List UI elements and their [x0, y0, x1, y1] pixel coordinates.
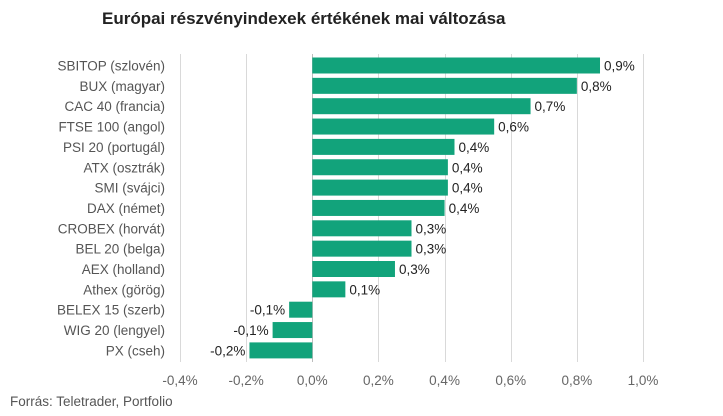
value-label: 0,4%	[458, 140, 489, 155]
bar	[312, 281, 346, 298]
x-tick-label: 0,4%	[429, 373, 460, 388]
value-label: 0,3%	[399, 262, 430, 277]
bar	[312, 179, 448, 196]
x-tick-label: -0,4%	[162, 373, 197, 388]
bar	[312, 159, 448, 176]
bar	[312, 77, 577, 94]
value-label: 0,7%	[535, 99, 566, 114]
category-labels: SBITOP (szlovén) BUX (magyar) CAC 40 (fran…	[57, 59, 165, 359]
bar	[249, 342, 313, 359]
bar	[289, 301, 313, 318]
category-label: SBITOP (szlovén)	[57, 59, 165, 74]
bar	[312, 240, 412, 257]
bar	[312, 199, 445, 216]
bar	[312, 138, 455, 155]
bar	[312, 57, 601, 74]
value-label: 0,3%	[416, 221, 447, 236]
x-tick-label: 0,2%	[363, 373, 394, 388]
value-label: 0,3%	[416, 242, 447, 257]
category-label: PX (cseh)	[106, 343, 165, 358]
bars	[249, 57, 601, 359]
category-label: CAC 40 (francia)	[64, 99, 165, 114]
source-note: Forrás: Teletrader, Portfolio	[10, 394, 173, 409]
x-tick-label: 0,6%	[495, 373, 526, 388]
bar	[312, 261, 395, 277]
chart-title: Európai részvényindexek értékének mai vá…	[102, 9, 506, 28]
category-label: BELEX 15 (szerb)	[57, 303, 165, 318]
value-label: 0,9%	[604, 59, 635, 74]
value-label: 0,4%	[452, 181, 483, 196]
category-label: ATX (osztrák)	[83, 160, 165, 175]
category-label: SMI (svájci)	[95, 181, 166, 196]
category-label: CROBEX (horvát)	[58, 221, 165, 236]
bar	[312, 118, 495, 135]
category-label: BUX (magyar)	[79, 79, 165, 94]
x-tick-label: -0,2%	[229, 373, 264, 388]
category-label: AEX (holland)	[82, 262, 165, 277]
value-label: 0,1%	[349, 282, 380, 297]
value-label: -0,2%	[210, 343, 245, 358]
value-label: -0,1%	[233, 323, 268, 338]
bar	[312, 220, 412, 237]
category-label: DAX (német)	[87, 201, 165, 216]
bar	[312, 98, 531, 115]
category-label: PSI 20 (portugál)	[63, 140, 165, 155]
category-label: WIG 20 (lengyel)	[64, 323, 165, 338]
x-tick-label: 0,0%	[297, 373, 328, 388]
category-label: FTSE 100 (angol)	[58, 120, 165, 135]
bar	[272, 322, 313, 339]
value-label: 0,6%	[498, 120, 529, 135]
x-axis-ticks: -0,4% -0,2% 0,0% 0,2% 0,4% 0,6% 0,8% 1,0%	[162, 373, 658, 388]
category-label: Athex (görög)	[83, 282, 165, 297]
value-label: 0,8%	[581, 79, 612, 94]
value-label: -0,1%	[250, 303, 285, 318]
value-labels: 0,9%0,8%0,7%0,6%0,4%0,4%0,4%0,4%0,3%0,3%…	[210, 59, 635, 359]
category-label: BEL 20 (belga)	[75, 242, 165, 257]
x-tick-label: 1,0%	[628, 373, 659, 388]
x-tick-label: 0,8%	[561, 373, 592, 388]
value-label: 0,4%	[452, 160, 483, 175]
value-label: 0,4%	[449, 201, 480, 216]
